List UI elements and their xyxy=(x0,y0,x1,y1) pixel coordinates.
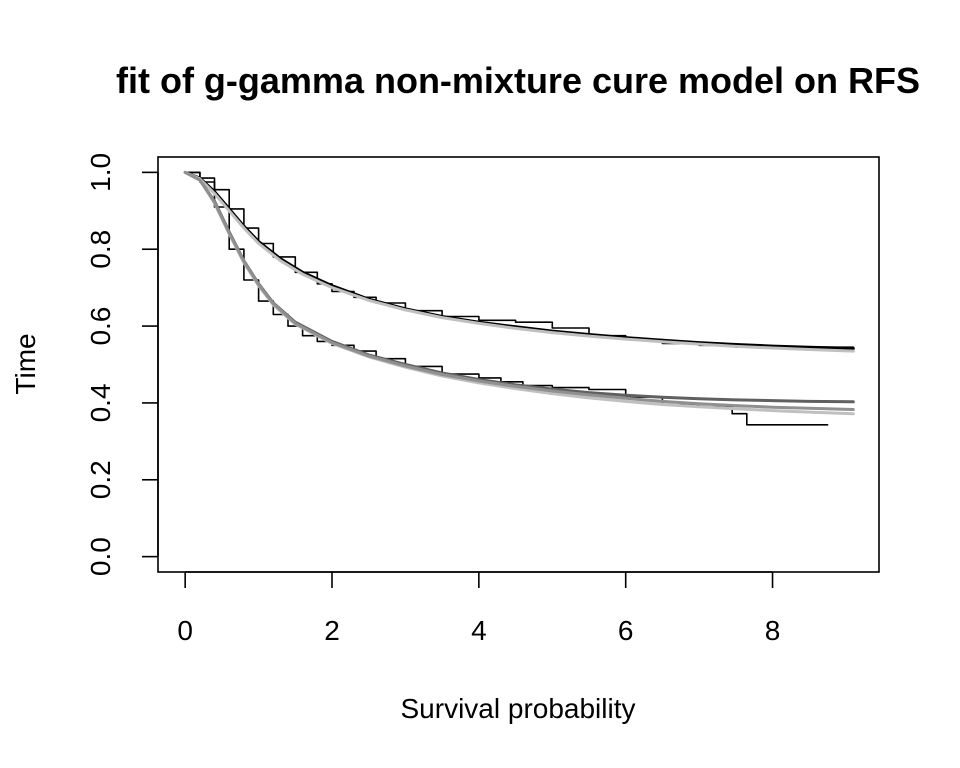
y-tick-label: 1.0 xyxy=(85,153,116,192)
x-tick-label: 8 xyxy=(765,615,781,646)
chart-title: fit of g-gamma non-mixture cure model on… xyxy=(116,60,920,101)
x-tick-label: 4 xyxy=(471,615,487,646)
x-axis-label: Survival probability xyxy=(401,693,636,724)
x-tick-label: 2 xyxy=(324,615,340,646)
x-axis: 0 2 4 6 8 xyxy=(177,571,781,646)
fitted-curve-3 xyxy=(183,170,855,353)
series-layer xyxy=(183,170,855,426)
y-tick-label: 0.0 xyxy=(85,537,116,576)
x-tick-label: 6 xyxy=(618,615,634,646)
y-tick-label: 0.6 xyxy=(85,307,116,346)
x-tick-label: 0 xyxy=(177,615,193,646)
y-tick-label: 0.2 xyxy=(85,460,116,499)
y-axis-label: Time xyxy=(10,333,41,394)
y-tick-label: 0.4 xyxy=(85,383,116,422)
y-tick-label: 0.8 xyxy=(85,230,116,269)
fitted-curve-6 xyxy=(183,170,855,411)
y-axis: 0.0 0.2 0.4 0.6 0.8 1.0 xyxy=(85,153,159,576)
